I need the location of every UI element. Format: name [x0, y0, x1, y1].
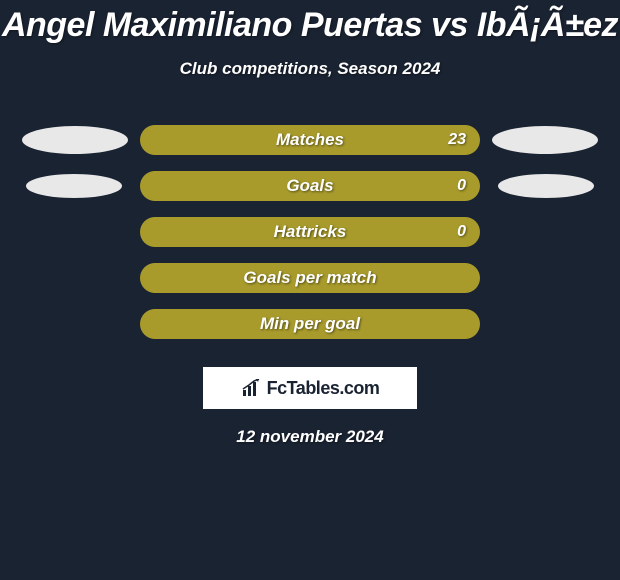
stat-row: Goals per match [0, 255, 620, 301]
stat-value: 23 [448, 125, 466, 155]
page-title: Angel Maximiliano Puertas vs IbÃ¡Ã±ez [0, 0, 620, 45]
stat-bar: Goals per match [140, 263, 480, 293]
stats-container: Matches 23 Goals 0 Hattricks 0 Goals per… [0, 117, 620, 347]
right-player-marker [498, 174, 594, 198]
snapshot-date: 12 november 2024 [0, 427, 620, 447]
stat-bar: Matches 23 [140, 125, 480, 155]
stat-row: Min per goal [0, 301, 620, 347]
stat-value: 0 [457, 217, 466, 247]
stat-row: Hattricks 0 [0, 209, 620, 255]
stat-row: Matches 23 [0, 117, 620, 163]
stat-label: Matches [140, 125, 480, 155]
stat-value: 0 [457, 171, 466, 201]
stat-bar: Hattricks 0 [140, 217, 480, 247]
brand-text: FcTables.com [267, 378, 380, 399]
season-subtitle: Club competitions, Season 2024 [0, 59, 620, 79]
left-player-marker [22, 126, 128, 154]
brand-chart-icon [241, 379, 263, 397]
brand-badge: FcTables.com [203, 367, 417, 409]
stat-bar: Min per goal [140, 309, 480, 339]
stat-label: Goals per match [140, 263, 480, 293]
stat-bar: Goals 0 [140, 171, 480, 201]
stat-row: Goals 0 [0, 163, 620, 209]
stat-label: Goals [140, 171, 480, 201]
stat-label: Min per goal [140, 309, 480, 339]
left-player-marker [26, 174, 122, 198]
stat-label: Hattricks [140, 217, 480, 247]
right-player-marker [492, 126, 598, 154]
